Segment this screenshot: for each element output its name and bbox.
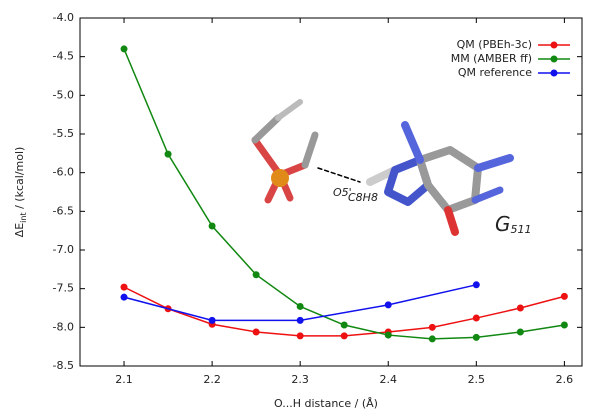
- data-point: [297, 332, 304, 339]
- legend-marker: [551, 56, 558, 63]
- data-point: [209, 317, 216, 324]
- annotation: G511: [495, 212, 532, 237]
- x-axis-label: O...H distance / (Å): [274, 397, 378, 410]
- data-point: [429, 335, 436, 342]
- data-point: [473, 315, 480, 322]
- legend-marker: [551, 42, 558, 49]
- annotation: 511: [511, 223, 532, 236]
- data-point: [121, 45, 128, 52]
- data-point: [253, 328, 260, 335]
- y-tick-label: -7.5: [53, 282, 74, 295]
- data-point: [209, 223, 216, 230]
- series-line: [124, 285, 476, 321]
- y-axis-label: ΔEint / (kcal/mol): [13, 147, 28, 238]
- data-point: [297, 303, 304, 310]
- y-tick-label: -4.0: [53, 11, 74, 24]
- legend-label: MM (AMBER ff): [451, 52, 532, 65]
- y-tick-label: -6.5: [53, 204, 74, 217]
- data-point: [165, 151, 172, 158]
- legend-label: QM reference: [458, 66, 532, 79]
- x-tick-label: 2.2: [203, 373, 221, 386]
- data-point: [297, 317, 304, 324]
- data-point: [341, 322, 348, 329]
- annotation: C8H8: [348, 191, 378, 204]
- data-point: [473, 281, 480, 288]
- data-point: [517, 328, 524, 335]
- y-axis-label: / (kcal/mol): [13, 147, 26, 213]
- x-tick-label: 2.6: [556, 373, 574, 386]
- data-point: [385, 332, 392, 339]
- data-point: [385, 301, 392, 308]
- data-point: [121, 294, 128, 301]
- y-tick-label: -7.0: [53, 243, 74, 256]
- molecule: [255, 102, 510, 232]
- series-line: [124, 287, 564, 336]
- data-point: [561, 322, 568, 329]
- data-point: [561, 293, 568, 300]
- data-point: [341, 332, 348, 339]
- legend-marker: [551, 70, 558, 77]
- chart: O5' C8H8 G511 ΔEint / (kcal/mol) O...H d…: [0, 0, 599, 413]
- data-point: [253, 271, 260, 278]
- y-tick-label: -5.0: [53, 88, 74, 101]
- data-point: [121, 284, 128, 291]
- y-tick-label: -6.0: [53, 166, 74, 179]
- data-point: [517, 305, 524, 312]
- x-tick-label: 2.4: [379, 373, 397, 386]
- y-tick-label: -8.5: [53, 359, 74, 372]
- y-tick-label: -4.5: [53, 50, 74, 63]
- y-axis-label: int: [19, 212, 28, 222]
- legend-label: QM (PBEh-3c): [457, 38, 532, 51]
- y-tick-label: -5.5: [53, 127, 74, 140]
- data-point: [473, 334, 480, 341]
- data-point: [429, 324, 436, 331]
- y-tick-label: -8.0: [53, 320, 74, 333]
- annotation: G: [495, 212, 511, 236]
- x-tick-label: 2.3: [291, 373, 309, 386]
- y-axis-label: ΔE: [13, 223, 26, 238]
- x-tick-label: 2.5: [468, 373, 486, 386]
- x-tick-label: 2.1: [115, 373, 133, 386]
